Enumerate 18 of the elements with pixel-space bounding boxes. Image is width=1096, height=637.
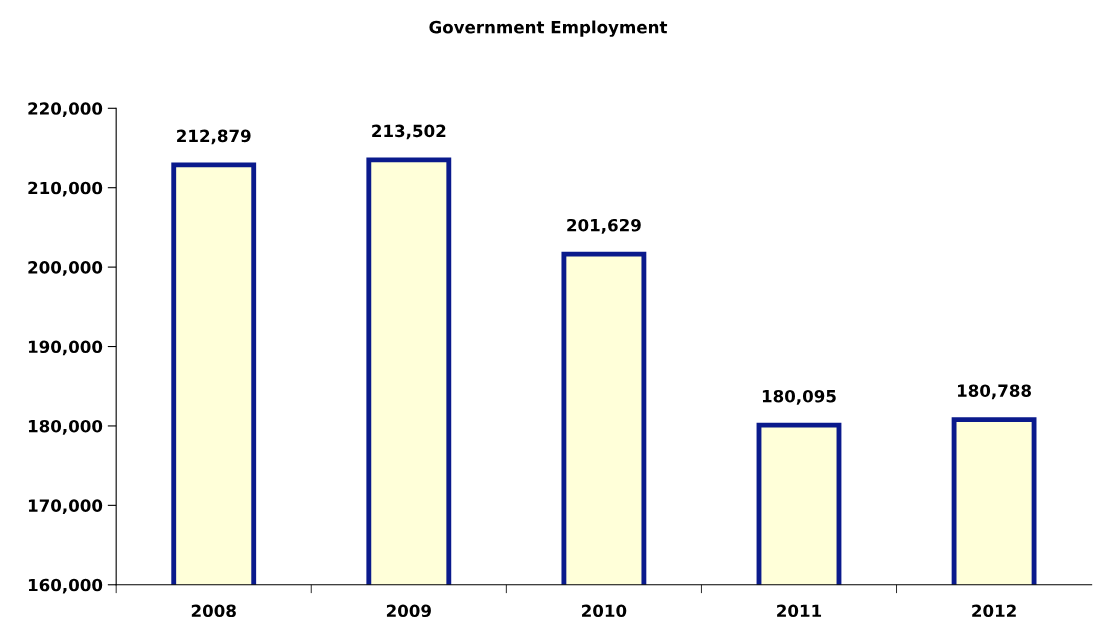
y-tick-label: 160,000 [28,578,103,594]
data-label: 201,629 [567,218,641,234]
y-tick-label: 200,000 [28,261,103,276]
data-label: 212,879 [177,129,251,145]
x-tick-label: 2008 [191,604,236,618]
y-tick-label: 220,000 [28,102,103,117]
y-tick-label: 180,000 [28,419,103,435]
chart-title: Government Employment [429,20,668,37]
x-tick-label: 2011 [777,604,822,618]
data-label: 180,095 [762,389,836,405]
y-tick-label: 190,000 [28,340,103,356]
y-tick-label: 210,000 [28,181,103,197]
y-tick-label: 170,000 [28,499,103,515]
x-tick-label: 2012 [972,604,1016,618]
data-label: 180,788 [958,384,1031,400]
x-tick-label: 2009 [386,604,431,618]
x-tick-label: 2010 [582,604,627,618]
data-label: 213,502 [372,124,446,140]
